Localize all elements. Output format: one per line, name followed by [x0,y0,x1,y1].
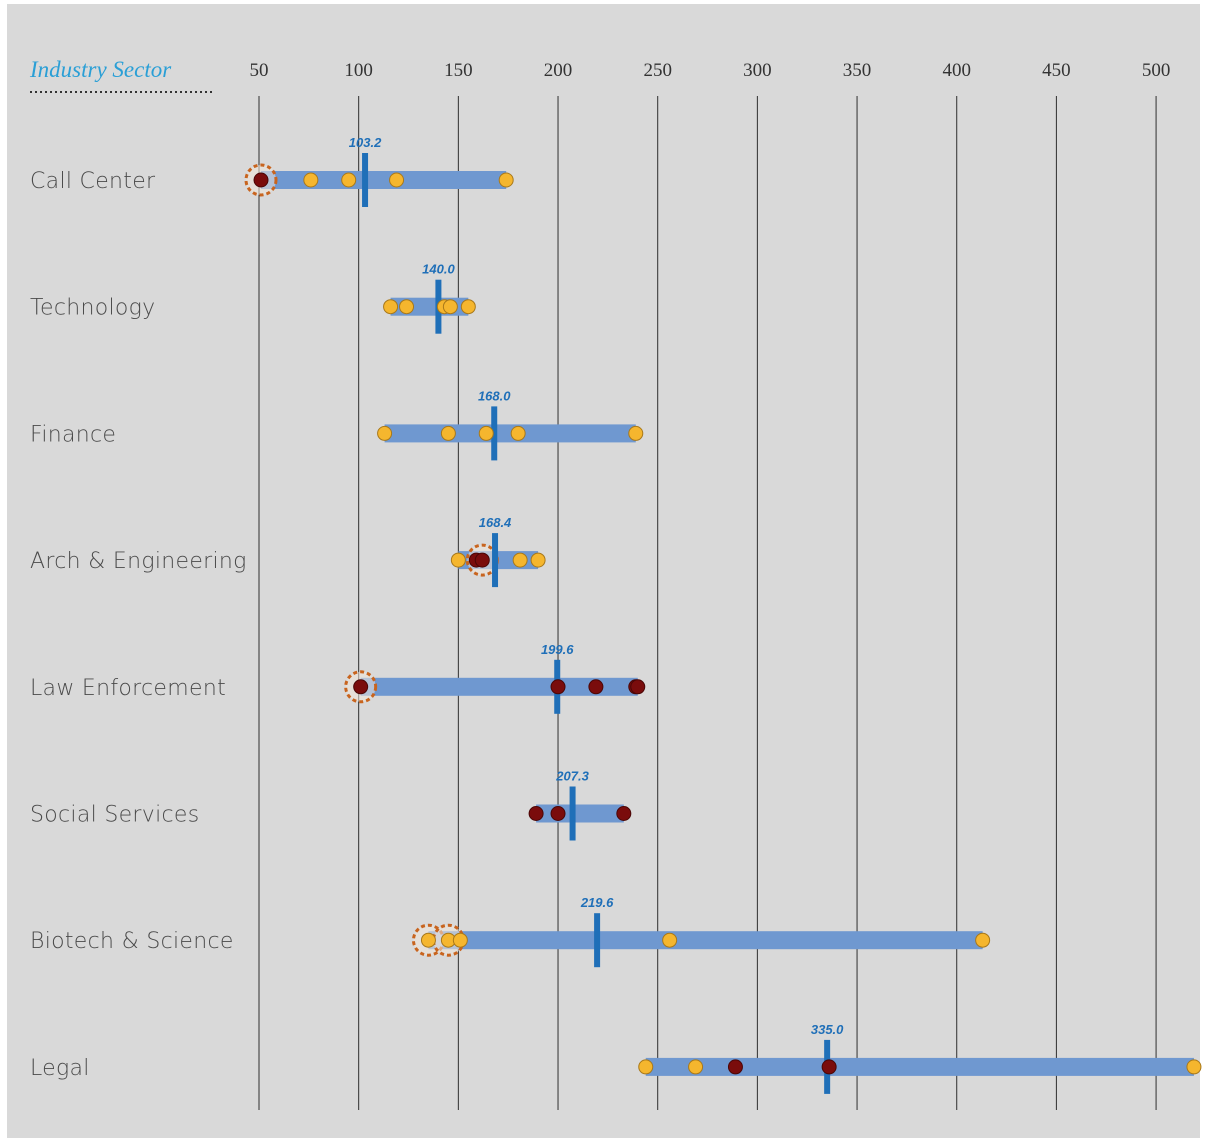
data-point-light [638,1059,654,1075]
x-tick-label: 350 [843,60,872,81]
data-point-dark [550,679,566,695]
sector-label: Law Enforcement [30,676,226,701]
sector-label: Finance [30,422,116,447]
data-point-dark [588,679,604,695]
data-point-light [341,172,357,188]
data-point-dark [474,552,490,568]
mean-marker [362,153,369,207]
data-point-light [389,172,405,188]
range-bar [428,931,983,950]
sector-label: Legal [30,1056,90,1081]
mean-value-label: 140.0 [422,262,455,277]
data-point-light [303,172,319,188]
sector-row: Arch & Engineering 168.4 [30,515,546,588]
sector-label: Technology [30,296,155,321]
mean-value-label: 168.4 [479,515,512,530]
grid-lines [258,96,1157,1110]
range-bar [360,677,638,696]
range-bar [645,1057,1194,1076]
data-point-light [688,1059,704,1075]
sector-label: Arch & Engineering [30,549,247,574]
sector-row: Call Center 103.2 [30,135,514,207]
x-axis-ticks: 50 100 150 200 250 300 350 400 450 500 [250,60,1171,81]
data-point-light [383,299,399,315]
mean-marker [491,406,498,461]
data-point-dark [616,806,632,821]
x-tick-label: 450 [1042,60,1071,81]
mean-value-label: 335.0 [811,1022,844,1037]
mean-marker [492,533,499,588]
sector-row: Law Enforcement 199.6 [30,642,646,714]
data-point-dark [353,679,369,695]
x-tick-label: 400 [942,60,971,81]
data-point-light [442,299,458,315]
x-tick-label: 150 [444,60,473,81]
mean-value-label: 168.0 [478,388,511,403]
sector-label: Biotech & Science [30,929,234,954]
mean-value-label: 219.6 [580,895,614,910]
x-tick-label: 100 [344,60,373,81]
sector-rows: Call Center 103.2 Technology 140.0 Finance 16… [30,135,1202,1094]
range-bar [260,171,507,189]
sector-row: Legal 335.0 [30,1022,1202,1094]
data-point-light [450,552,466,568]
data-point-dark [821,1059,837,1075]
x-tick-label: 50 [250,60,269,81]
x-tick-label: 200 [544,60,573,81]
data-point-light [498,172,514,188]
data-point-light [510,425,526,441]
data-point-light [452,932,468,948]
sector-row: Technology 140.0 [30,262,476,334]
sector-row: Biotech & Science 219.6 [30,895,991,968]
mean-value-label: 103.2 [349,135,382,150]
data-point-light [1186,1059,1202,1075]
mean-value-label: 199.6 [541,642,574,657]
data-point-dark [253,172,269,188]
data-point-dark [550,806,566,821]
data-point-light [478,425,494,441]
x-tick-label: 250 [643,60,672,81]
x-tick-label: 300 [743,60,772,81]
data-point-light [440,425,456,441]
data-point-light [420,932,436,948]
data-point-dark [727,1059,743,1075]
data-point-light [628,425,644,441]
data-point-light [460,299,476,315]
sector-row: Social Services 207.3 [30,769,632,841]
data-point-light [530,552,546,568]
data-point-light [377,425,393,441]
sector-label: Social Services [30,803,200,828]
data-point-light [512,552,528,568]
mean-marker [594,913,601,968]
header-label: Industry Sector [29,57,172,82]
mean-value-label: 207.3 [555,769,589,784]
data-point-light [662,932,678,948]
range-bar [384,424,636,443]
range-bar [536,804,624,823]
sector-label: Call Center [30,169,156,194]
data-point-light [975,932,991,948]
x-tick-label: 500 [1142,60,1171,81]
data-point-light [399,299,415,315]
sector-row: Finance 168.0 [30,388,644,461]
mean-marker [569,786,576,841]
data-point-dark [630,679,646,695]
data-point-dark [528,806,544,821]
